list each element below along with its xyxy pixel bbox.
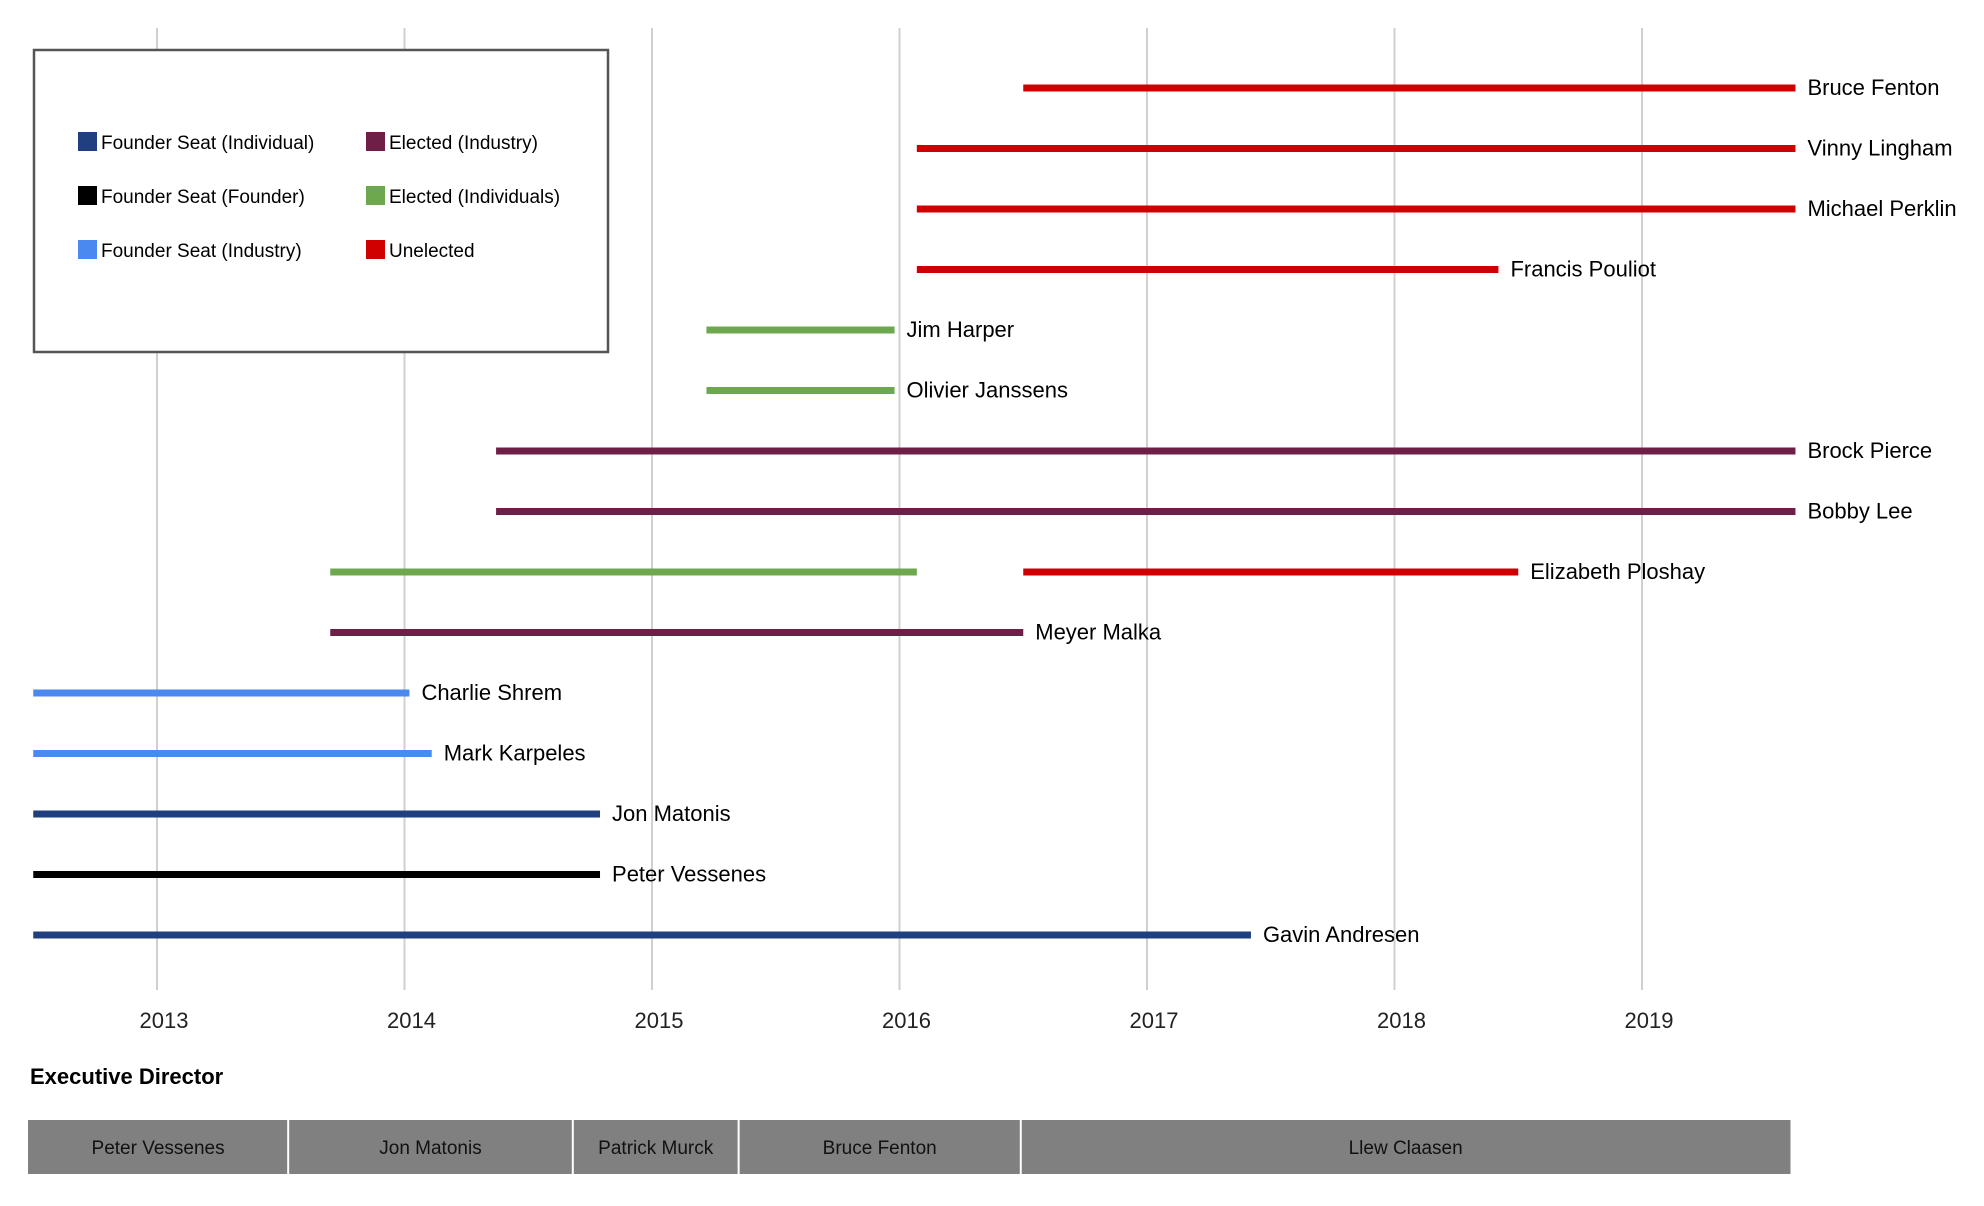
executive-director-name: Bruce Fenton [823, 1138, 937, 1159]
executive-director-term [28, 1120, 289, 1174]
x-tick-label: 2016 [882, 1008, 931, 1033]
legend-swatch [366, 240, 385, 259]
x-tick-label: 2017 [1130, 1008, 1179, 1033]
member-label: Mark Karpeles [444, 741, 586, 766]
member-label: Jim Harper [907, 317, 1015, 342]
executive-director-timeline: Executive Director Peter Vessenes Jon Mato… [28, 1064, 1791, 1174]
member-label: Brock Pierce [1807, 438, 1932, 463]
member-label: Jon Matonis [612, 801, 731, 826]
member-label: Elizabeth Ploshay [1530, 559, 1705, 584]
x-axis: 2013 2014 2015 2016 2017 2018 2019 [140, 1008, 1674, 1033]
member-label: Michael Perklin [1807, 196, 1956, 221]
member-label: Gavin Andresen [1263, 922, 1420, 947]
legend-swatch [78, 186, 97, 205]
x-tick-label: 2015 [635, 1008, 684, 1033]
legend-label: Elected (Individuals) [389, 187, 560, 208]
member-label: Bobby Lee [1807, 499, 1912, 524]
executive-director-name: Jon Matonis [379, 1138, 481, 1159]
executive-director-term [1020, 1120, 1791, 1174]
executive-director-name: Patrick Murck [598, 1138, 714, 1159]
x-tick-label: 2018 [1377, 1008, 1426, 1033]
executive-director-term [572, 1120, 739, 1174]
member-label: Francis Pouliot [1510, 257, 1656, 282]
legend-swatch [78, 240, 97, 259]
executive-director-term [288, 1120, 573, 1174]
member-label: Meyer Malka [1035, 620, 1162, 645]
member-label: Peter Vessenes [612, 862, 766, 887]
member-label: Olivier Janssens [907, 378, 1068, 403]
executive-director-name: Llew Claasen [1349, 1138, 1463, 1159]
legend: Founder Seat (Individual) Elected (Indust… [32, 48, 610, 354]
executive-director-name: Peter Vessenes [92, 1138, 225, 1159]
legend-label: Founder Seat (Industry) [101, 241, 302, 262]
legend-swatch [366, 132, 385, 151]
x-tick-label: 2019 [1625, 1008, 1674, 1033]
x-tick-label: 2014 [387, 1008, 436, 1033]
legend-label: Elected (Industry) [389, 133, 538, 154]
legend-label: Founder Seat (Founder) [101, 187, 305, 208]
legend-swatch [78, 132, 97, 151]
timeline-bars: Bruce Fenton Vinny Lingham Michael Perklin… [33, 75, 1957, 947]
member-label: Bruce Fenton [1807, 75, 1939, 100]
legend-swatch [366, 186, 385, 205]
x-tick-label: 2013 [140, 1008, 189, 1033]
member-label: Charlie Shrem [421, 680, 562, 705]
legend-label: Founder Seat (Individual) [101, 133, 314, 154]
executive-director-title: Executive Director [30, 1064, 224, 1089]
legend-label: Unelected [389, 241, 475, 262]
member-label: Vinny Lingham [1807, 136, 1952, 161]
executive-director-term [738, 1120, 1021, 1174]
legend-box [32, 48, 610, 354]
